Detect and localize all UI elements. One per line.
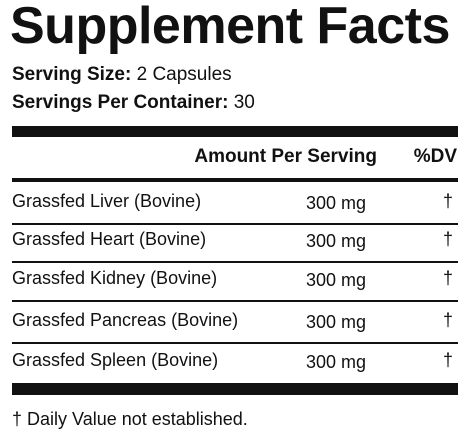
servings-per-container: Servings Per Container: 30 xyxy=(12,92,255,114)
serving-size-label: Serving Size: xyxy=(12,64,132,85)
serving-size-value: 2 Capsules xyxy=(136,64,232,85)
daily-value: † xyxy=(443,268,454,288)
servings-value: 30 xyxy=(233,92,255,113)
serving-size: Serving Size: 2 Capsules xyxy=(12,64,232,86)
row-rule xyxy=(12,223,458,225)
footnote: † Daily Value not established. xyxy=(12,409,248,429)
amount: 300 mg xyxy=(306,312,367,332)
thick-rule xyxy=(12,126,458,137)
ingredient-name: Grassfed Heart (Bovine) xyxy=(12,229,207,249)
column-header: %DV xyxy=(413,146,457,167)
column-header: Amount Per Serving xyxy=(194,146,377,167)
servings-label: Servings Per Container: xyxy=(12,92,229,113)
daily-value: † xyxy=(443,229,454,249)
daily-value: † xyxy=(443,350,454,370)
ingredient-name: Grassfed Pancreas (Bovine) xyxy=(12,310,239,330)
amount: 300 mg xyxy=(306,231,367,251)
daily-value: † xyxy=(443,191,454,211)
ingredient-name: Grassfed Liver (Bovine) xyxy=(12,191,202,211)
row-rule xyxy=(12,300,458,302)
daily-value: † xyxy=(443,310,454,330)
row-rule xyxy=(12,342,458,344)
amount: 300 mg xyxy=(306,352,367,372)
ingredient-name: Grassfed Spleen (Bovine) xyxy=(12,350,219,370)
thick-rule xyxy=(12,383,458,395)
amount: 300 mg xyxy=(306,270,367,290)
ingredient-name: Grassfed Kidney (Bovine) xyxy=(12,268,218,288)
header-rule xyxy=(12,178,458,182)
row-rule xyxy=(12,261,458,263)
title: Supplement Facts xyxy=(10,0,450,55)
amount: 300 mg xyxy=(306,193,367,213)
